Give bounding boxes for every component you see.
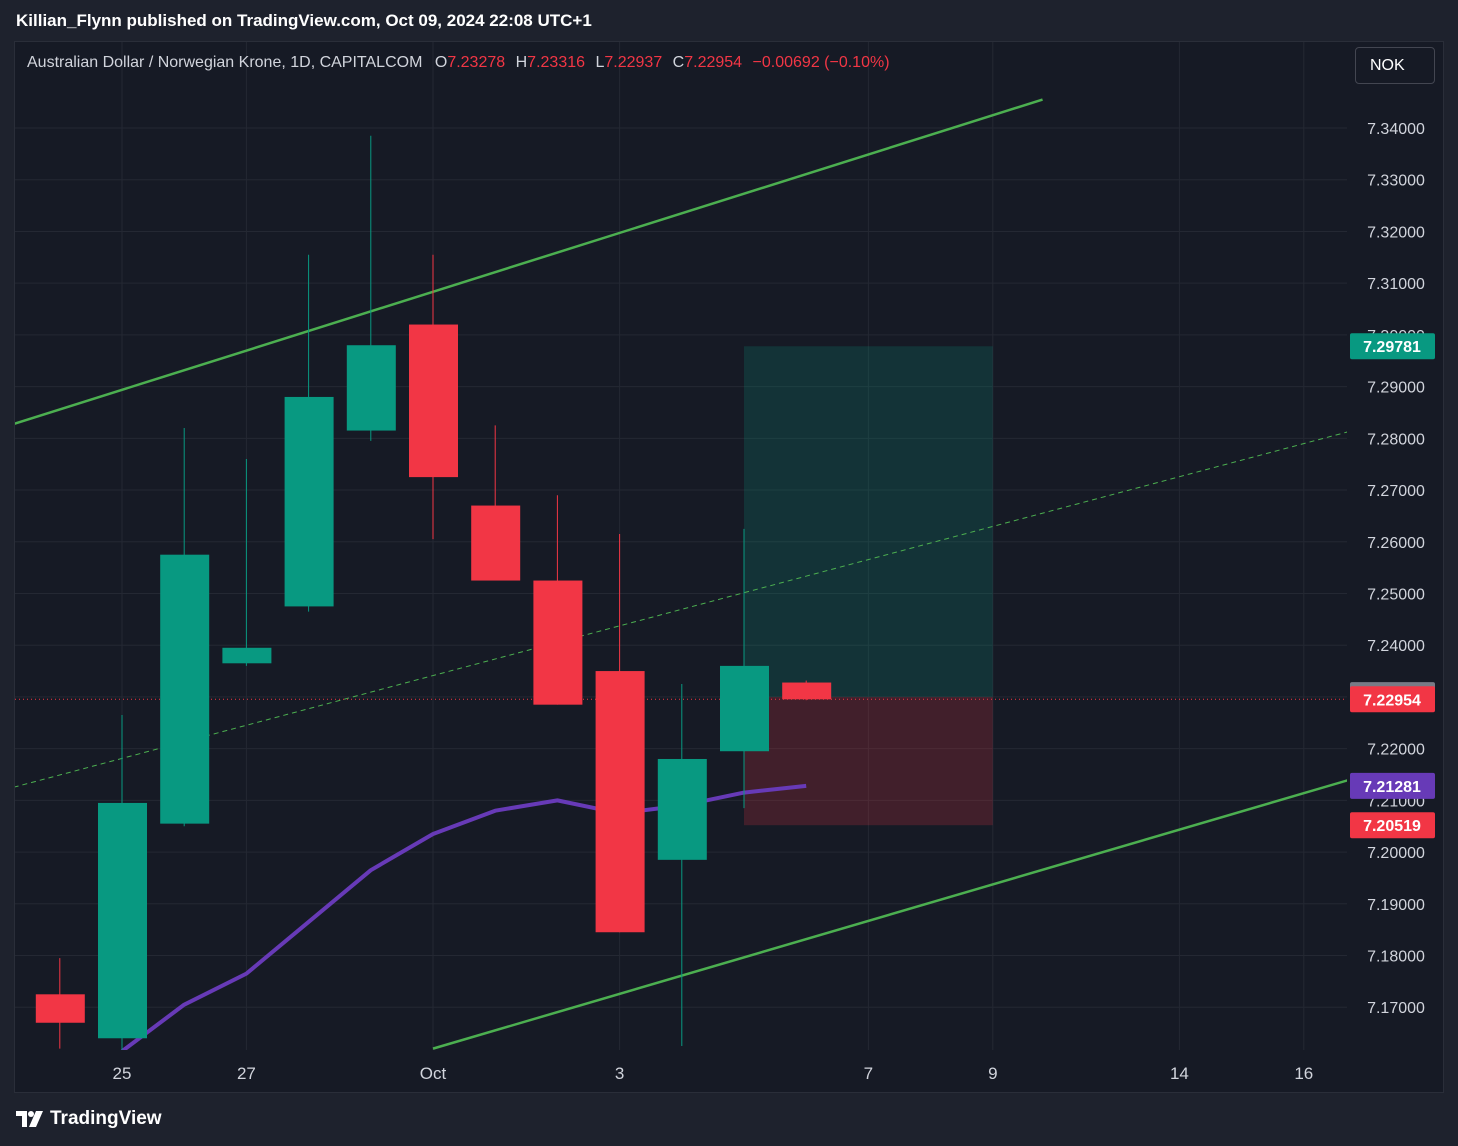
tradingview-brand[interactable]: TradingView bbox=[16, 1108, 162, 1130]
publisher-header: Killian_Flynn published on TradingView.c… bbox=[16, 11, 592, 30]
low-value: 7.22937 bbox=[604, 54, 663, 71]
tradingview-logo-icon bbox=[16, 1111, 43, 1127]
low-key: L bbox=[595, 54, 605, 71]
change-value: −0.00692 (−0.10%) bbox=[752, 54, 890, 71]
close-value: 7.22954 bbox=[684, 54, 743, 71]
candle-body-up bbox=[160, 554, 210, 824]
currency-button[interactable]: NOK bbox=[1355, 47, 1435, 84]
price-axis-badge-label: 7.21281 bbox=[1363, 779, 1421, 796]
candle-body-up bbox=[284, 396, 334, 607]
open-value: 7.23278 bbox=[447, 54, 506, 71]
ohlc-legend: Australian Dollar / Norwegian Krone, 1D,… bbox=[27, 54, 890, 72]
position-target-zone bbox=[744, 346, 993, 697]
x-axis-tick-label: Oct bbox=[420, 1064, 447, 1083]
candle-body-up bbox=[657, 758, 707, 860]
candle-body-up bbox=[720, 665, 769, 752]
price-axis-badge[interactable] bbox=[1350, 772, 1435, 799]
high-key: H bbox=[515, 54, 528, 71]
y-axis-tick-label: 7.17000 bbox=[1367, 1000, 1425, 1017]
close-key: C bbox=[672, 54, 685, 71]
candle-body-down bbox=[595, 671, 645, 933]
price-axis-badge-label: 7.22954 bbox=[1363, 692, 1421, 709]
x-axis-tick-label: 25 bbox=[113, 1064, 132, 1083]
price-axis-badge[interactable] bbox=[1350, 812, 1435, 839]
chart-frame[interactable] bbox=[14, 41, 1444, 1093]
y-axis-tick-label: 7.20000 bbox=[1367, 845, 1425, 862]
y-axis-tick-label: 7.34000 bbox=[1367, 121, 1425, 138]
plot-area[interactable] bbox=[0, 98, 1458, 1054]
price-axis-badge[interactable] bbox=[1350, 686, 1435, 713]
high-value: 7.23316 bbox=[527, 54, 586, 71]
y-axis-tick-label: 7.28000 bbox=[1367, 431, 1425, 448]
y-axis-tick-label: 7.31000 bbox=[1367, 276, 1425, 293]
x-axis-tick-label: 14 bbox=[1170, 1064, 1189, 1083]
candle-body-up bbox=[98, 802, 147, 1039]
x-axis-tick-label: 3 bbox=[615, 1064, 624, 1083]
y-axis-tick-label: 7.18000 bbox=[1367, 949, 1425, 966]
candle-body-down bbox=[471, 505, 521, 581]
symbol-name[interactable]: Australian Dollar / Norwegian Krone, 1D,… bbox=[27, 54, 423, 71]
channel-upper-line bbox=[15, 98, 1043, 425]
y-axis-tick-label: 7.25000 bbox=[1367, 586, 1425, 603]
open-key: O bbox=[434, 54, 448, 71]
brand-name: TradingView bbox=[50, 1108, 162, 1129]
price-axis-badge-label: 7.20519 bbox=[1363, 818, 1421, 835]
y-axis-tick-label: 7.22000 bbox=[1367, 742, 1425, 759]
y-axis-tick-label: 7.19000 bbox=[1367, 897, 1425, 914]
y-axis-tick-label: 7.24000 bbox=[1367, 638, 1425, 655]
x-axis-tick-label: 9 bbox=[988, 1064, 997, 1083]
channel-middle-line bbox=[15, 431, 1347, 788]
y-axis-tick-label: 7.33000 bbox=[1367, 173, 1425, 190]
candle-body-down bbox=[409, 324, 458, 478]
y-axis-tick-label: 7.29000 bbox=[1367, 380, 1425, 397]
channel-lower-line bbox=[432, 779, 1347, 1050]
candle-body-up bbox=[346, 345, 396, 431]
y-axis-tick-label: 7.27000 bbox=[1367, 483, 1425, 500]
price-axis-badge-label: 7.29781 bbox=[1363, 339, 1421, 356]
candle-body-down bbox=[533, 580, 583, 705]
candle-body-down bbox=[35, 994, 85, 1023]
x-axis-tick-label: 7 bbox=[864, 1064, 873, 1083]
y-axis-tick-label: 7.32000 bbox=[1367, 224, 1425, 241]
x-axis-tick-label: 16 bbox=[1294, 1064, 1313, 1083]
price-axis-badge[interactable] bbox=[1350, 333, 1435, 360]
position-stop-zone bbox=[744, 696, 993, 826]
x-axis-tick-label: 27 bbox=[237, 1064, 256, 1083]
y-axis-tick-label: 7.26000 bbox=[1367, 535, 1425, 552]
candle-body-down bbox=[782, 682, 832, 700]
candle-body-up bbox=[222, 647, 272, 664]
